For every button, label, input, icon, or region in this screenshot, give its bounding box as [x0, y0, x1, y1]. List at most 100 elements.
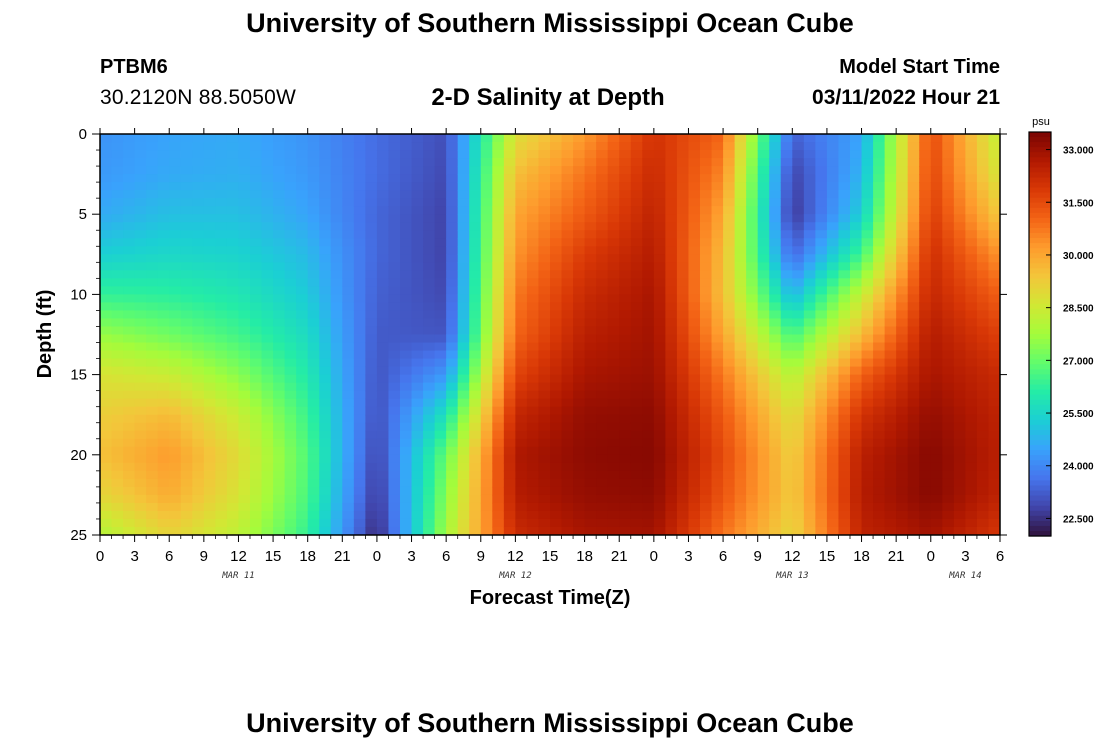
heatmap-cell: [180, 438, 193, 448]
heatmap-cell: [757, 350, 770, 360]
heatmap-cell: [388, 478, 401, 488]
heatmap-cell: [526, 502, 540, 512]
heatmap-cell: [942, 358, 955, 368]
heatmap-cell: [803, 334, 816, 344]
heatmap-cell: [861, 382, 874, 392]
heatmap-cell: [653, 510, 666, 520]
heatmap-cell: [111, 374, 124, 384]
heatmap-cell: [307, 382, 320, 392]
heatmap-cell: [365, 150, 378, 159]
heatmap-cell: [446, 190, 459, 199]
heatmap-cell: [780, 190, 793, 199]
colorbar-segment: [1029, 212, 1051, 219]
heatmap-cell: [573, 462, 586, 472]
heatmap-cell: [769, 302, 782, 312]
heatmap-cell: [526, 390, 540, 400]
heatmap-cell: [988, 318, 1000, 328]
heatmap-cell: [561, 214, 574, 223]
heatmap-cell: [803, 206, 816, 215]
heatmap-cell: [307, 286, 320, 295]
heatmap-cell: [607, 166, 620, 175]
heatmap-cell: [838, 470, 851, 480]
heatmap-cell: [376, 230, 390, 239]
heatmap-cell: [815, 174, 828, 183]
heatmap-cell: [665, 430, 678, 440]
heatmap-cell: [526, 294, 540, 304]
heatmap-cell: [376, 366, 390, 376]
heatmap-cell: [342, 262, 355, 271]
heatmap-cell: [469, 190, 482, 199]
heatmap-cell: [261, 190, 274, 199]
heatmap-cell: [146, 286, 159, 295]
heatmap-cell: [780, 206, 793, 215]
heatmap-cell: [192, 150, 205, 159]
heatmap-cell: [700, 486, 713, 496]
heatmap-cell: [434, 446, 447, 456]
heatmap-cell: [480, 174, 493, 183]
heatmap-cell: [434, 502, 447, 512]
heatmap-cell: [884, 230, 897, 239]
heatmap-cell: [676, 238, 690, 247]
heatmap-cell: [561, 230, 574, 239]
heatmap-cell: [111, 454, 124, 464]
heatmap-cell: [192, 478, 205, 488]
heatmap-cell: [157, 254, 170, 263]
heatmap-cell: [607, 390, 620, 400]
heatmap-cell: [942, 374, 955, 384]
heatmap-cell: [388, 462, 401, 472]
heatmap-cell: [296, 222, 309, 231]
heatmap-cell: [319, 398, 332, 408]
heatmap-cell: [400, 510, 413, 520]
heatmap-cell: [850, 382, 863, 392]
heatmap-cell: [607, 206, 620, 215]
colorbar-segment: [1029, 268, 1051, 274]
heatmap-cell: [146, 398, 159, 408]
heatmap-cell: [826, 334, 840, 344]
heatmap-cell: [815, 478, 828, 488]
heatmap-cell: [123, 230, 136, 239]
heatmap-cell: [826, 262, 840, 271]
heatmap-cell: [584, 382, 597, 392]
heatmap-cell: [261, 334, 274, 344]
heatmap-cell: [815, 374, 828, 384]
heatmap-cell: [180, 358, 193, 368]
heatmap-cell: [388, 270, 401, 279]
heatmap-cell: [111, 510, 124, 520]
heatmap-cell: [273, 262, 286, 271]
heatmap-cell: [307, 318, 320, 328]
heatmap-cell: [296, 334, 309, 344]
heatmap-cell: [353, 174, 366, 183]
heatmap-cell: [273, 414, 286, 424]
heatmap-cell: [630, 310, 643, 320]
heatmap-cell: [307, 182, 320, 191]
heatmap-cell: [515, 510, 528, 520]
heatmap-cell: [573, 326, 586, 336]
heatmap-cell: [526, 358, 540, 368]
heatmap-cell: [688, 342, 701, 352]
heatmap-cell: [919, 382, 932, 392]
heatmap-cell: [711, 454, 724, 464]
heatmap-cell: [953, 398, 966, 408]
heatmap-cell: [192, 510, 205, 520]
heatmap-cell: [896, 278, 909, 287]
heatmap-cell: [169, 518, 182, 528]
heatmap-cell: [942, 438, 955, 448]
heatmap-cell: [457, 214, 470, 223]
heatmap-cell: [446, 294, 459, 304]
heatmap-cell: [700, 158, 713, 167]
heatmap-cell: [238, 166, 251, 175]
heatmap-cell: [457, 438, 470, 448]
x-tick-label: 21: [334, 548, 351, 565]
heatmap-cell: [550, 270, 563, 279]
heatmap-cell: [653, 342, 666, 352]
heatmap-cell: [619, 182, 632, 191]
heatmap-cell: [423, 518, 436, 528]
heatmap-cell: [203, 382, 216, 392]
heatmap-cell: [988, 342, 1000, 352]
heatmap-cell: [296, 310, 309, 320]
heatmap-cell: [826, 254, 840, 263]
heatmap-cell: [896, 182, 909, 191]
heatmap-cell: [480, 510, 493, 520]
heatmap-cell: [434, 262, 447, 271]
heatmap-cell: [734, 366, 747, 376]
